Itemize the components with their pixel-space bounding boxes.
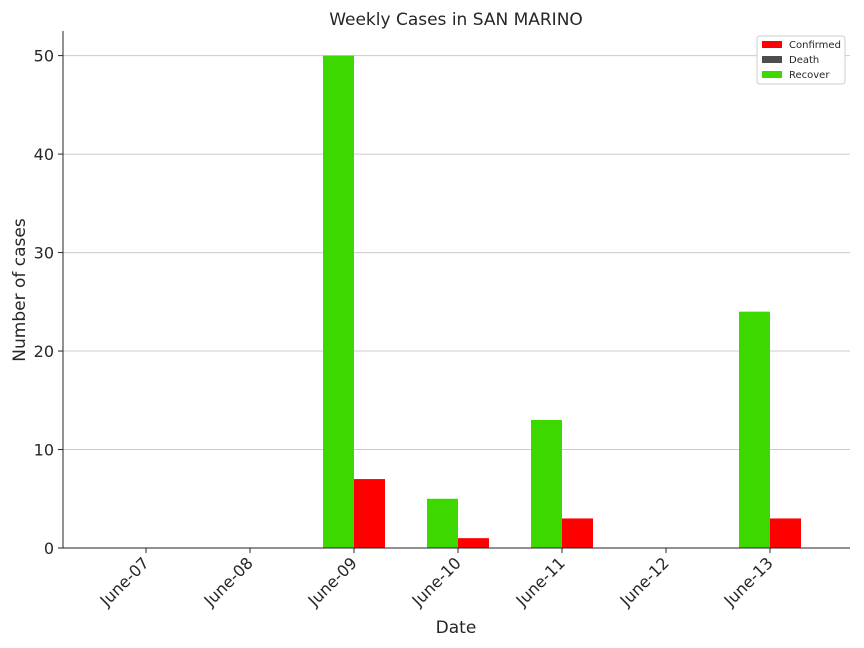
legend-label-death: Death [789,55,819,66]
y-tick-label: 40 [34,145,54,164]
legend-swatch-death [762,56,782,63]
chart-title: Weekly Cases in SAN MARINO [329,10,583,30]
bar-confirmed [770,518,801,548]
legend-swatch-confirmed [762,41,782,48]
x-axis-label: Date [436,618,477,638]
x-tick-label: June-09 [304,553,361,610]
bar-confirmed [562,518,593,548]
legend-swatch-recover [762,71,782,78]
x-tick-label: June-07 [96,553,153,610]
axes [62,31,850,549]
grid [63,55,850,451]
bar-confirmed [458,538,489,548]
y-axis-label: Number of cases [10,218,30,362]
y-tick-label: 20 [34,342,54,361]
bar-confirmed [354,479,385,548]
x-tick-label: June-10 [408,553,465,610]
bar-recover [323,55,354,548]
bars [323,55,801,548]
x-tick-label: June-08 [200,553,257,610]
bar-recover [739,311,770,548]
x-tick-label: June-11 [512,553,569,610]
ticks: 0 10 20 30 40 50 June-07 June-08 June-09 June-10 J… [34,47,777,611]
x-tick-label: June-13 [720,553,777,610]
y-tick-label: 50 [34,47,54,66]
legend-label-confirmed: Confirmed [789,40,841,51]
x-tick-label: June-12 [616,553,673,610]
bar-recover [427,498,458,548]
y-tick-label: 30 [34,244,54,263]
y-tick-label: 0 [44,539,54,558]
y-tick-label: 10 [34,441,54,460]
bar-recover [531,419,562,548]
legend-label-recover: Recover [789,70,830,81]
legend: Confirmed Death Recover [756,35,846,85]
